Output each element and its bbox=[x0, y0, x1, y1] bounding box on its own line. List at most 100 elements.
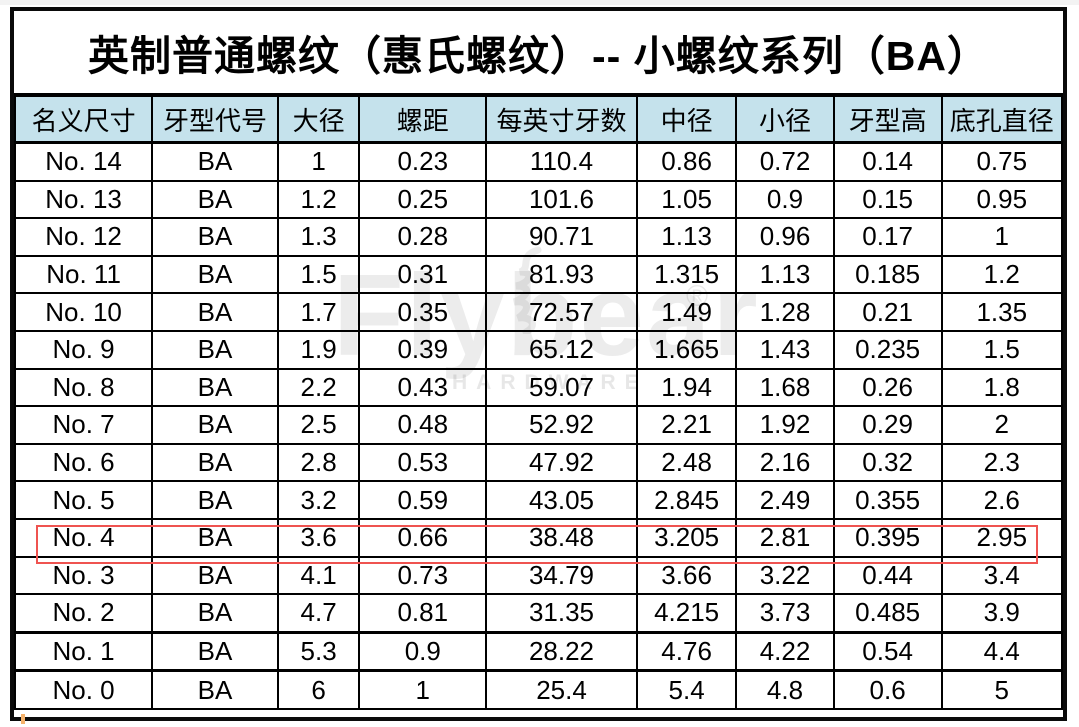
table-cell: 4.1 bbox=[276, 555, 361, 596]
table-cell: 47.92 bbox=[485, 442, 638, 483]
column-header: 牙型高 bbox=[832, 95, 943, 144]
table-cell: No. 13 bbox=[13, 179, 154, 220]
table-cell: No. 12 bbox=[13, 217, 154, 257]
table-cell: 0.485 bbox=[832, 593, 943, 634]
table-cell: 1.68 bbox=[735, 367, 835, 408]
table-row: No. 12 BA 1.3 0.28 90.71 1.13 0.96 0.17 1 bbox=[13, 217, 1064, 257]
table-row: No. 14 BA 1 0.23 110.4 0.86 0.72 0.14 0.75 bbox=[13, 141, 1064, 182]
table-cell: 0.59 bbox=[358, 480, 488, 520]
table-cell: BA bbox=[151, 669, 279, 710]
table-cell: 5 bbox=[940, 669, 1064, 710]
table-cell: 2.845 bbox=[635, 480, 738, 520]
table-cell: 5.3 bbox=[276, 630, 361, 672]
table-cell: 0.235 bbox=[832, 329, 943, 370]
table-cell: 1.13 bbox=[735, 254, 835, 295]
table-cell: 1.8 bbox=[940, 367, 1064, 408]
table-cell: 1.665 bbox=[635, 329, 738, 370]
table-cell: 43.05 bbox=[485, 480, 638, 520]
table-cell: 2.2 bbox=[276, 367, 361, 408]
table-cell: 2.5 bbox=[276, 405, 361, 445]
table-cell: 101.6 bbox=[485, 179, 638, 220]
table-cell: 0.6 bbox=[832, 669, 943, 710]
table-cell: No. 5 bbox=[13, 480, 154, 520]
table-cell: 0.44 bbox=[832, 555, 943, 596]
table-cell: 0.15 bbox=[832, 179, 943, 220]
table-cell: 0.96 bbox=[735, 217, 835, 257]
table-cell: BA bbox=[151, 292, 279, 332]
table-cell: No. 2 bbox=[13, 593, 154, 634]
table-cell: 0.9 bbox=[358, 630, 488, 672]
table-cell: 1 bbox=[276, 141, 361, 182]
table-cell: 0.355 bbox=[832, 480, 943, 520]
table-row: No. 10 BA 1.7 0.35 72.57 1.49 1.28 0.21 1.35 bbox=[13, 292, 1064, 332]
table-cell: 0.54 bbox=[832, 630, 943, 672]
table-cell: No. 10 bbox=[13, 292, 154, 332]
table-cell: 0.43 bbox=[358, 367, 488, 408]
table-cell: No. 7 bbox=[13, 405, 154, 445]
table-cell: 1.13 bbox=[635, 217, 738, 257]
table-cell: No. 14 bbox=[13, 141, 154, 182]
table-cell: No. 9 bbox=[13, 329, 154, 370]
table-cell: 65.12 bbox=[485, 329, 638, 370]
table-cell: 3.4 bbox=[940, 555, 1064, 596]
table-cell: 1 bbox=[940, 217, 1064, 257]
table-cell: 52.92 bbox=[485, 405, 638, 445]
table-cell: 4.215 bbox=[635, 593, 738, 634]
table-cell: 1.9 bbox=[276, 329, 361, 370]
table-cell: 59.07 bbox=[485, 367, 638, 408]
table-cell: BA bbox=[151, 442, 279, 483]
table-cell: 4.76 bbox=[635, 630, 738, 672]
table-cell: 1.5 bbox=[940, 329, 1064, 370]
table-cell: No. 8 bbox=[13, 367, 154, 408]
table-cell: 3.6 bbox=[276, 517, 361, 558]
table-cell: BA bbox=[151, 593, 279, 634]
table-cell: 0.32 bbox=[832, 442, 943, 483]
table-cell: 72.57 bbox=[485, 292, 638, 332]
table-body: No. 14 BA 1 0.23 110.4 0.86 0.72 0.14 0.75 No. 13… bbox=[13, 141, 1064, 710]
table-cell: 2.8 bbox=[276, 442, 361, 483]
table-cell: 1.05 bbox=[635, 179, 738, 220]
table-cell: 25.4 bbox=[485, 669, 638, 710]
table-cell: 1.49 bbox=[635, 292, 738, 332]
table-cell: BA bbox=[151, 405, 279, 445]
table-cell: 2.16 bbox=[735, 442, 835, 483]
table-cell: 2.6 bbox=[940, 480, 1064, 520]
table-cell: 1.7 bbox=[276, 292, 361, 332]
table-row: No. 7 BA 2.5 0.48 52.92 2.21 1.92 0.29 2 bbox=[13, 405, 1064, 445]
table-cell: 34.79 bbox=[485, 555, 638, 596]
table-cell: BA bbox=[151, 179, 279, 220]
column-header: 中径 bbox=[635, 95, 738, 144]
table-cell: 1.315 bbox=[635, 254, 738, 295]
table-cell: 4.7 bbox=[276, 593, 361, 634]
table-cell: 3.9 bbox=[940, 593, 1064, 634]
column-header: 名义尺寸 bbox=[13, 95, 154, 144]
table-cell: 0.35 bbox=[358, 292, 488, 332]
table-cell: 5.4 bbox=[635, 669, 738, 710]
table-row: No. 13 BA 1.2 0.25 101.6 1.05 0.9 0.15 0.95 bbox=[13, 179, 1064, 220]
table-cell: 38.48 bbox=[485, 517, 638, 558]
table-cell: BA bbox=[151, 254, 279, 295]
table-cell: 28.22 bbox=[485, 630, 638, 672]
table-cell: 0.81 bbox=[358, 593, 488, 634]
table-cell: 3.66 bbox=[635, 555, 738, 596]
table-cell: 0.23 bbox=[358, 141, 488, 182]
table-cell: BA bbox=[151, 480, 279, 520]
table-cell: 2.81 bbox=[735, 517, 835, 558]
table-cell: 1.43 bbox=[735, 329, 835, 370]
table-cell: 0.26 bbox=[832, 367, 943, 408]
table-cell: 2.49 bbox=[735, 480, 835, 520]
table-cell: 4.8 bbox=[735, 669, 835, 710]
table-cell: No. 3 bbox=[13, 555, 154, 596]
table-cell: BA bbox=[151, 217, 279, 257]
thread-spec-table: 名义尺寸 牙型代号 大径 螺距 每英寸牙数 中径 小径 牙型高 底孔直径 No. 14 BA 1 0.… bbox=[13, 95, 1064, 710]
table-cell: 0.17 bbox=[832, 217, 943, 257]
table-cell: 110.4 bbox=[485, 141, 638, 182]
column-header: 小径 bbox=[735, 95, 835, 144]
header-row: 名义尺寸 牙型代号 大径 螺距 每英寸牙数 中径 小径 牙型高 底孔直径 bbox=[13, 95, 1064, 144]
table-cell: 0.75 bbox=[940, 141, 1064, 182]
table-cell: BA bbox=[151, 630, 279, 672]
table-cell: 0.25 bbox=[358, 179, 488, 220]
table-row: No. 9 BA 1.9 0.39 65.12 1.665 1.43 0.235 1.5 bbox=[13, 329, 1064, 370]
table-cell: BA bbox=[151, 141, 279, 182]
table-cell: 1.92 bbox=[735, 405, 835, 445]
